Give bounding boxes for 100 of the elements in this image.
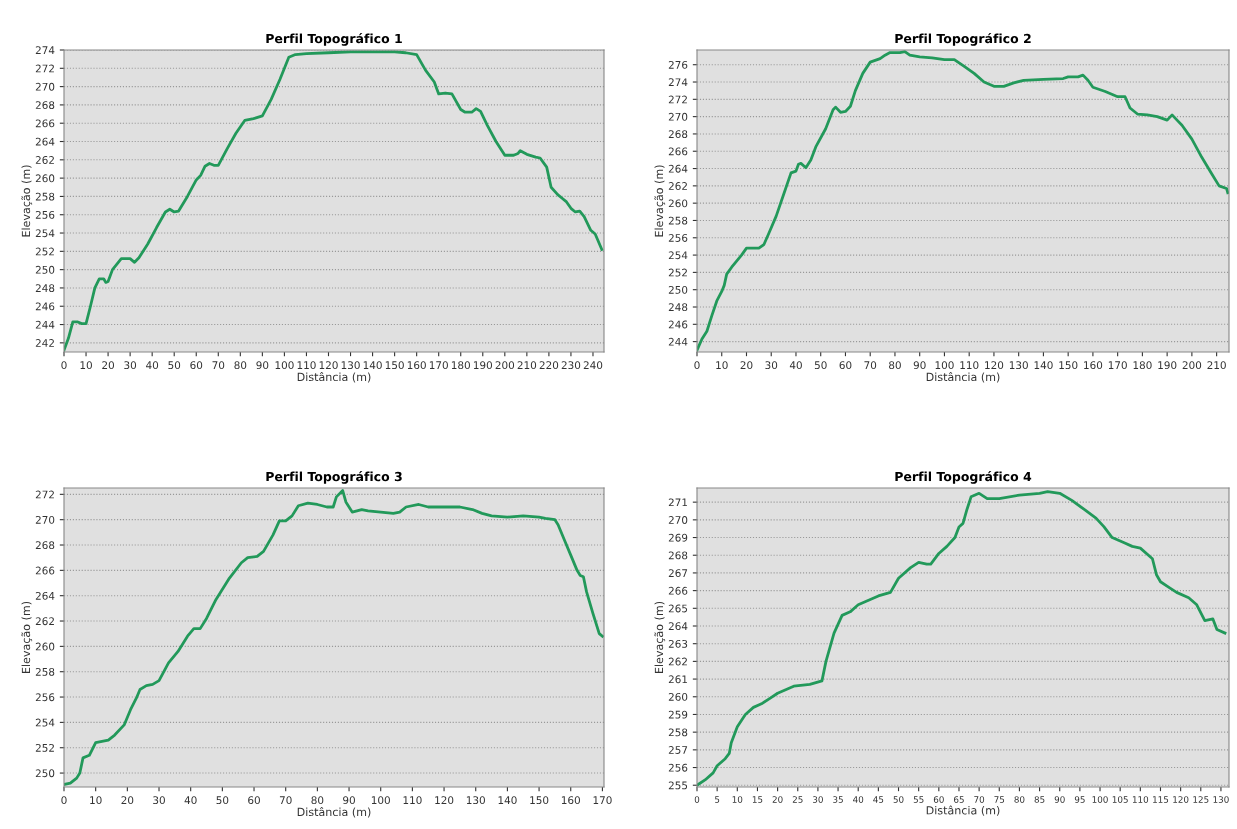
x-tick-label: 45 [873,796,884,803]
x-tick-label: 60 [248,796,260,805]
x-tick-label: 80 [889,361,901,370]
x-tick-label: 20 [772,796,783,803]
y-tick-label: 250 [668,285,688,294]
x-tick-label: 125 [1193,796,1209,803]
y-tick-label: 270 [668,112,688,121]
y-tick-label: 244 [668,337,688,346]
x-tick-label: 70 [864,361,877,370]
x-tick-label: 70 [279,796,292,805]
y-tick-label: 265 [668,604,688,613]
x-tick-label: 30 [813,796,823,803]
y-tick-label: 261 [668,675,688,684]
x-tick-label: 20 [121,796,134,805]
x-tick-label: 85 [1034,796,1045,803]
line-series [64,50,604,352]
x-tick-label: 50 [168,361,181,370]
x-tick-label: 110 [960,361,979,370]
x-tick-label: 200 [495,361,515,370]
y-tick-label: 264 [35,137,55,146]
y-tick-label: 271 [668,498,688,507]
x-tick-label: 115 [1153,796,1169,803]
y-tick-label: 268 [668,130,688,139]
x-tick-label: 10 [80,361,92,370]
y-tick-label: 272 [35,490,54,499]
x-tick-label: 10 [716,361,728,370]
x-tick-label: 10 [90,796,102,805]
x-tick-label: 40 [789,361,802,370]
x-tick-label: 180 [1133,361,1152,370]
x-tick-label: 90 [256,361,269,370]
y-tick-label: 270 [35,515,55,524]
y-tick-label: 244 [35,320,55,329]
y-tick-label: 252 [35,743,54,752]
x-tick-label: 210 [1207,361,1226,370]
y-tick-label: 260 [668,693,688,701]
y-tick-label: 264 [668,622,688,631]
x-tick-label: 230 [561,361,581,370]
y-tick-label: 262 [668,182,687,190]
x-axis-title: Distância (m) [926,372,1000,383]
x-tick-label: 20 [740,361,753,370]
y-tick-label: 266 [35,119,55,128]
x-tick-label: 160 [407,361,426,370]
y-tick-label: 266 [35,566,55,575]
x-tick-label: 40 [184,796,197,805]
y-tick-label: 259 [668,710,688,719]
x-tick-label: 90 [1054,796,1065,803]
x-axis-title: Distância (m) [297,807,371,818]
x-tick-label: 150 [530,796,549,805]
x-tick-label: 80 [1014,796,1025,803]
y-tick-label: 268 [35,101,55,110]
x-tick-label: 15 [752,796,763,803]
x-tick-label: 90 [913,361,926,370]
x-tick-label: 100 [371,796,390,805]
x-tick-label: 160 [1084,361,1103,370]
x-tick-label: 200 [1182,361,1202,370]
y-tick-label: 268 [668,551,688,560]
x-axis-title: Distância (m) [926,805,1000,816]
chart-title: Perfil Topográfico 3 [266,471,402,484]
x-tick-label: 140 [498,796,517,805]
x-tick-label: 130 [1009,361,1028,370]
x-tick-label: 90 [343,796,355,805]
y-tick-label: 264 [35,591,55,600]
y-tick-label: 242 [35,339,54,347]
y-tick-label: 270 [35,82,55,91]
y-tick-label: 264 [668,164,688,173]
x-tick-label: 55 [913,796,924,803]
x-tick-label: 130 [341,361,360,370]
x-tick-label: 50 [216,796,229,805]
x-tick-label: 30 [765,361,778,370]
x-tick-label: 110 [403,796,422,805]
y-tick-label: 266 [668,586,688,595]
x-tick-label: 120 [985,361,1004,370]
y-tick-label: 252 [668,268,687,277]
y-tick-label: 270 [668,516,688,524]
line-series [697,50,1229,352]
x-tick-label: 120 [319,361,338,370]
x-tick-label: 160 [561,796,580,805]
x-tick-label: 180 [451,361,470,370]
y-tick-label: 272 [668,95,687,104]
x-tick-label: 110 [1132,796,1149,803]
x-tick-label: 60 [933,796,944,803]
y-tick-label: 250 [35,769,55,778]
x-tick-label: 80 [234,361,247,370]
y-tick-label: 258 [668,216,688,225]
x-tick-label: 170 [593,796,612,805]
x-tick-label: 70 [974,796,985,803]
y-tick-label: 258 [35,192,55,201]
y-tick-label: 258 [668,728,688,737]
y-tick-label: 248 [35,284,55,293]
x-tick-label: 170 [1108,361,1127,370]
y-tick-label: 263 [668,639,688,648]
y-tick-label: 274 [35,46,55,54]
x-tick-label: 60 [839,361,852,370]
y-tick-label: 246 [668,320,688,329]
x-axis-title: Distância (m) [297,372,371,383]
y-axis-title: Elevação (m) [654,601,666,673]
x-tick-label: 100 [935,361,954,370]
x-tick-label: 40 [146,361,159,370]
y-tick-label: 262 [35,156,54,164]
y-tick-label: 260 [668,199,688,208]
